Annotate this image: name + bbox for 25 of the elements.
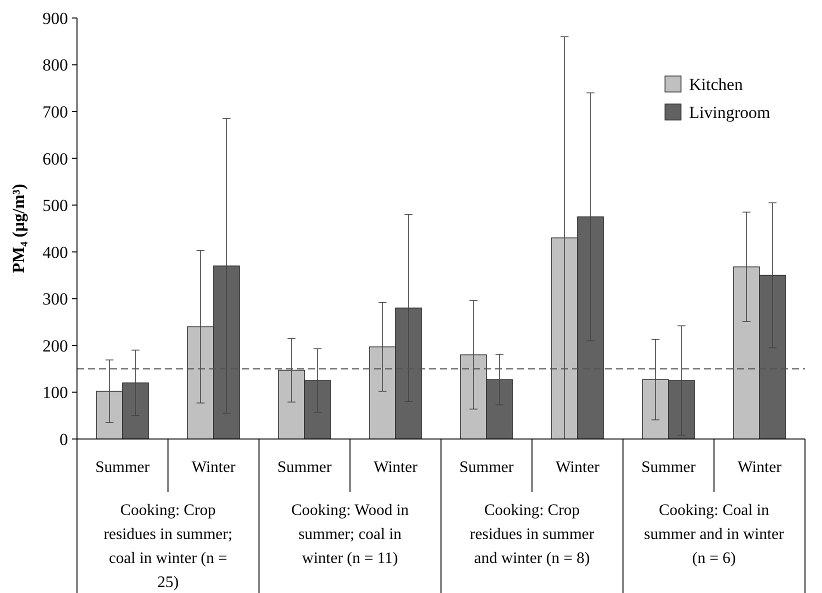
- y-tick-label: 700: [42, 102, 68, 122]
- y-tick-label: 500: [42, 196, 68, 216]
- text: Cooking: Crop residues in summer and winter (n = 8): [470, 502, 595, 567]
- x-tick-label: Winter: [556, 459, 600, 476]
- x-tick-label: Winter: [738, 459, 782, 476]
- legend-label: Livingroom: [689, 102, 770, 122]
- text: Cooking: Wood in summer; coal in winter (n = 11): [291, 502, 409, 567]
- y-tick-label: 900: [42, 8, 68, 28]
- x-tick-label: Summer: [641, 459, 696, 476]
- x-tick-label: Summer: [459, 459, 514, 476]
- x-tick-label: Summer: [277, 459, 332, 476]
- y-tick-label: 0: [60, 430, 68, 449]
- y-tick-label: 400: [42, 242, 68, 262]
- x-tick-label: Winter: [374, 459, 418, 476]
- x-tick-label: Winter: [192, 459, 236, 476]
- legend-label: Kitchen: [689, 74, 744, 94]
- text: Cooking: Crop residues in summer; coal in winter (n = 25): [104, 502, 232, 591]
- y-tick-label: 200: [42, 336, 68, 356]
- y-tick-label: 300: [42, 290, 68, 309]
- y-tick-label: 600: [42, 149, 68, 168]
- y-tick-label: 100: [42, 383, 68, 402]
- text: Cooking: Coal in summer and in winter (n = 6): [644, 502, 785, 567]
- x-tick-label: Summer: [95, 459, 150, 476]
- y-axis-title: PM₄ (μg/m³): [9, 184, 28, 274]
- y-tick-label: 800: [42, 56, 68, 75]
